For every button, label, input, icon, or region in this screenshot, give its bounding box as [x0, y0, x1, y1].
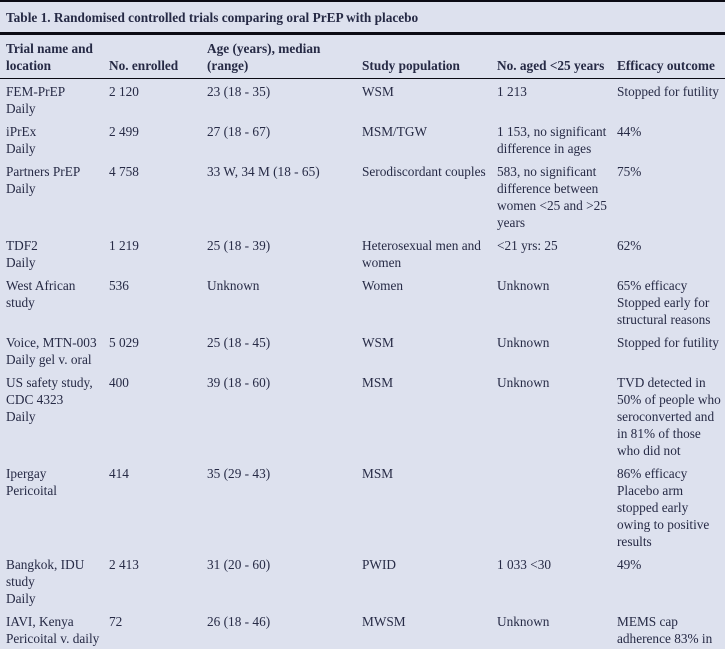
trial-name-cell: iPrEx Daily [6, 124, 37, 156]
population-cell: WSM [362, 84, 394, 99]
aged-u25-cell: 1 153, no significant difference in ages [497, 124, 607, 156]
aged-u25-cell: Unknown [497, 375, 550, 390]
aged-u25-cell [497, 463, 617, 554]
column-header-population: Study population [362, 35, 497, 79]
enrolled-cell: 2 499 [109, 124, 139, 139]
enrolled-cell: 4 758 [109, 164, 139, 179]
table-row: Ipergay Pericoital 414 35 (29 - 43) MSM … [0, 463, 725, 554]
population-cell: Heterosexual men and women [362, 238, 481, 270]
table-header-row: Trial name and location No. enrolled Age… [0, 35, 725, 79]
aged-u25-cell: 1 213 [497, 84, 527, 99]
efficacy-cell: TVD detected in 50% of people who seroco… [617, 375, 721, 458]
table-row: Voice, MTN-003 Daily gel v. oral 5 029 2… [0, 332, 725, 372]
efficacy-cell: 75% [617, 164, 642, 179]
trial-name-cell: Bangkok, IDU study Daily [6, 557, 85, 606]
population-cell: Women [362, 278, 404, 293]
aged-u25-cell: Unknown [497, 335, 550, 350]
column-header-aged-u25: No. aged <25 years [497, 35, 617, 79]
table-row: US safety study, CDC 4323 Daily 400 39 (… [0, 372, 725, 463]
age-cell: 25 (18 - 45) [207, 335, 271, 350]
enrolled-cell: 414 [109, 466, 129, 481]
column-header-trial: Trial name and location [0, 35, 109, 79]
table-title: Table 1. Randomised controlled trials co… [0, 2, 725, 35]
trial-name-cell: US safety study, CDC 4323 Daily [6, 375, 93, 424]
age-cell: 27 (18 - 67) [207, 124, 271, 139]
age-cell: 39 (18 - 60) [207, 375, 271, 390]
enrolled-cell: 5 029 [109, 335, 139, 350]
enrolled-cell: 536 [109, 278, 129, 293]
efficacy-cell: 49% [617, 557, 642, 572]
efficacy-cell: MEMS cap adherence 83% in daily arm [617, 614, 713, 649]
table-row: Bangkok, IDU study Daily 2 413 31 (20 - … [0, 554, 725, 611]
population-cell: PWID [362, 557, 396, 572]
column-header-age: Age (years), median (range) [207, 35, 362, 79]
efficacy-cell: Stopped for futility [617, 335, 719, 350]
population-cell: Serodiscordant couples [362, 164, 486, 179]
trial-name-cell: West African study [6, 278, 76, 310]
trial-name-cell: TDF2 Daily [6, 238, 38, 270]
aged-u25-cell: Unknown [497, 278, 550, 293]
table-row: TDF2 Daily 1 219 25 (18 - 39) Heterosexu… [0, 235, 725, 275]
aged-u25-cell: 583, no significant difference between w… [497, 164, 607, 230]
enrolled-cell: 400 [109, 375, 129, 390]
efficacy-cell: 44% [617, 124, 642, 139]
table-row: IAVI, Kenya Pericoital v. daily 72 26 (1… [0, 611, 725, 649]
population-cell: WSM [362, 335, 394, 350]
age-cell: 25 (18 - 39) [207, 238, 271, 253]
column-header-enrolled: No. enrolled [109, 35, 207, 79]
age-cell: 35 (29 - 43) [207, 466, 271, 481]
age-cell: 33 W, 34 M (18 - 65) [207, 164, 320, 179]
aged-u25-cell: 1 033 <30 [497, 557, 552, 572]
efficacy-cell: 65% efficacy Stopped early for structura… [617, 278, 711, 327]
age-cell: 26 (18 - 46) [207, 614, 271, 629]
age-cell: 23 (18 - 35) [207, 84, 271, 99]
trial-name-cell: FEM-PrEP Daily [6, 84, 66, 116]
table-row: iPrEx Daily 2 499 27 (18 - 67) MSM/TGW 1… [0, 121, 725, 161]
aged-u25-cell: <21 yrs: 25 [497, 238, 558, 253]
population-cell: MSM [362, 375, 394, 390]
age-cell: Unknown [207, 278, 260, 293]
table-row: FEM-PrEP Daily 2 120 23 (18 - 35) WSM 1 … [0, 79, 725, 122]
population-cell: MSM [362, 466, 394, 481]
trial-name-cell: Ipergay Pericoital [6, 466, 57, 498]
trial-name-cell: Voice, MTN-003 Daily gel v. oral [6, 335, 97, 367]
prep-trials-table: Trial name and location No. enrolled Age… [0, 35, 725, 649]
table-row: West African study 536 Unknown Women Unk… [0, 275, 725, 332]
enrolled-cell: 2 413 [109, 557, 139, 572]
enrolled-cell: 72 [109, 614, 123, 629]
column-header-efficacy: Efficacy outcome [617, 35, 725, 79]
trial-name-cell: Partners PrEP Daily [6, 164, 81, 196]
efficacy-cell: Stopped for futility [617, 84, 719, 99]
trial-name-cell: IAVI, Kenya Pericoital v. daily [6, 614, 100, 646]
enrolled-cell: 1 219 [109, 238, 139, 253]
population-cell: MSM/TGW [362, 124, 428, 139]
aged-u25-cell: Unknown [497, 614, 550, 629]
efficacy-cell: 62% [617, 238, 642, 253]
age-cell: 31 (20 - 60) [207, 557, 271, 572]
enrolled-cell: 2 120 [109, 84, 139, 99]
efficacy-cell: 86% efficacy Placebo arm stopped early o… [617, 466, 710, 549]
population-cell: MWSM [362, 614, 406, 629]
table-row: Partners PrEP Daily 4 758 33 W, 34 M (18… [0, 161, 725, 235]
